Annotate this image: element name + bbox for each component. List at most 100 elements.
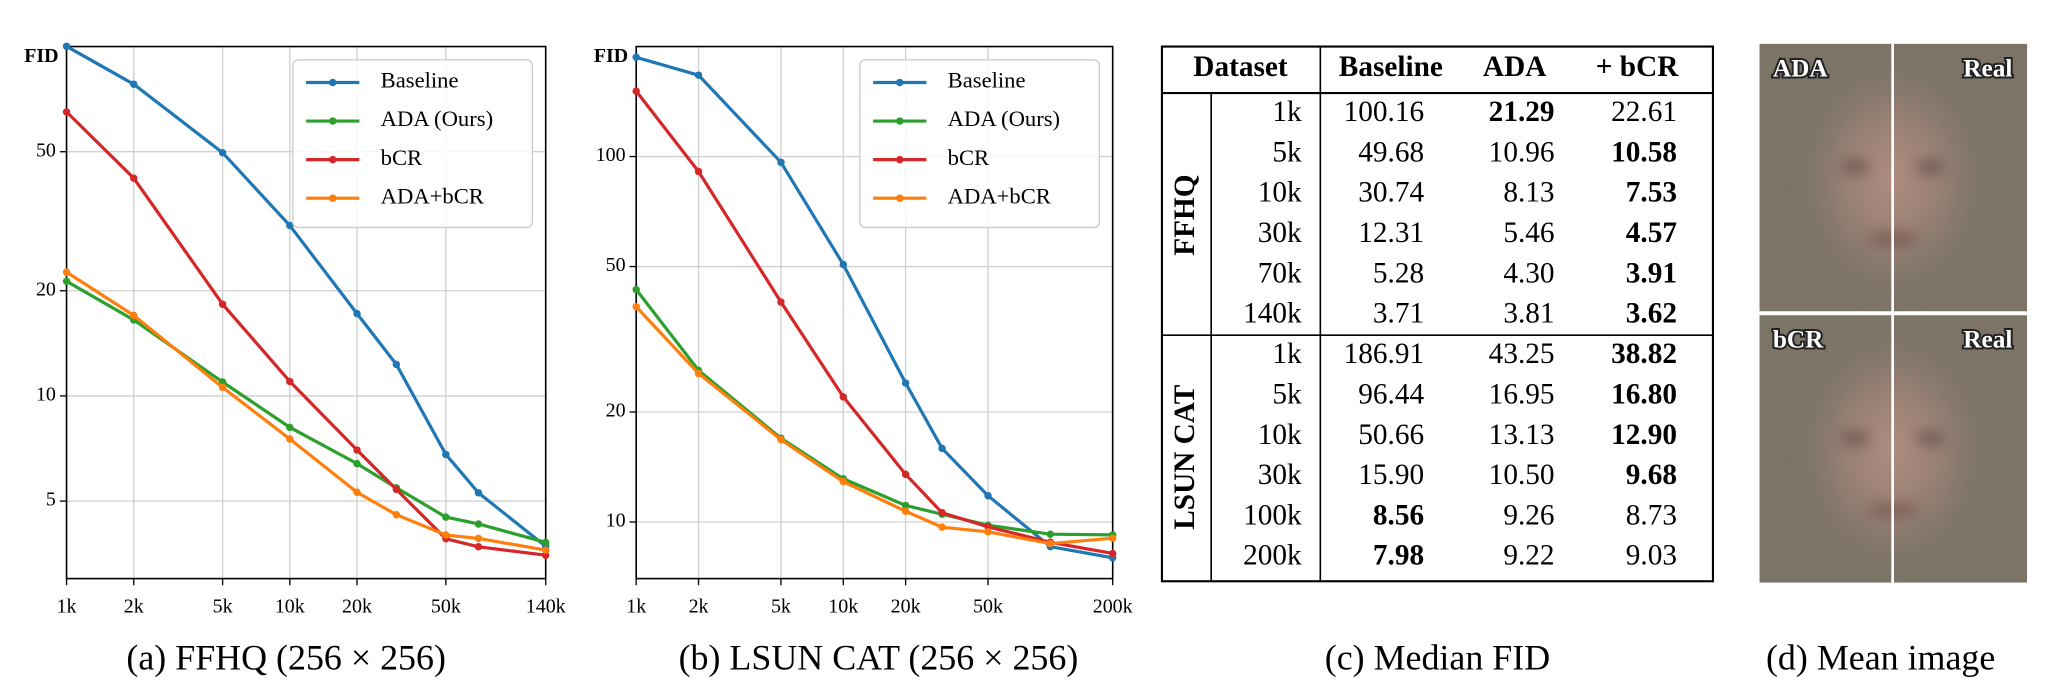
legend-label: ADA+bCR (948, 183, 1052, 208)
series-line (65, 270, 546, 552)
data-point (541, 546, 550, 554)
data-point (938, 509, 946, 517)
face-eye (1840, 160, 1871, 174)
legend-marker (329, 117, 337, 125)
y-axis-label: FID (24, 45, 58, 67)
table-cell: 100.16 (1344, 96, 1425, 128)
data-point (286, 221, 294, 230)
legend-label: ADA (Ours) (948, 106, 1060, 131)
data-point (901, 501, 910, 510)
table-cell: 10.50 (1489, 459, 1555, 491)
legend-box (292, 59, 534, 229)
legend-marker (896, 117, 904, 125)
y-tick-label: 20 (36, 278, 56, 300)
table-cell: 3.71 (1373, 298, 1424, 330)
table-cell: 5.46 (1503, 217, 1554, 249)
table-cell: 15.90 (1358, 459, 1424, 491)
table-cell: 38.82 (1611, 338, 1677, 370)
table-cell: 16.80 (1611, 378, 1677, 410)
data-point (541, 538, 550, 547)
x-tick-label: 200k (1093, 595, 1133, 617)
table-cell: 12.31 (1358, 217, 1424, 249)
data-point (62, 42, 71, 51)
data-point (777, 298, 785, 306)
data-point (694, 167, 703, 176)
x-tick-label: 1k (57, 595, 77, 617)
table-frame (1160, 45, 1715, 583)
dataset-size: 140k (1243, 298, 1302, 330)
table-cell: 8.56 (1373, 499, 1424, 531)
y-tick-label: 20 (606, 400, 626, 422)
data-point (938, 523, 946, 531)
face-eye (1840, 431, 1871, 445)
data-point (286, 423, 294, 432)
table-cell: 9.03 (1626, 540, 1677, 572)
x-tick-label: 2k (689, 595, 709, 617)
y-tick-label: 50 (36, 139, 56, 161)
table-cell: 10.58 (1611, 136, 1677, 168)
table-cell: 21.29 (1489, 96, 1555, 128)
data-point (442, 531, 450, 539)
plot-frame (65, 45, 547, 580)
data-point (62, 268, 71, 276)
dataset-size: 30k (1258, 217, 1302, 249)
table-cell: 8.13 (1503, 177, 1554, 209)
table-header: + bCR (1596, 51, 1679, 83)
table-cell: 9.26 (1503, 499, 1554, 531)
x-tick-label: 10k (828, 595, 858, 617)
data-point (353, 446, 361, 454)
legend-label: ADA+bCR (381, 183, 485, 208)
data-point (218, 383, 227, 392)
data-point (839, 477, 848, 486)
x-tick-label: 20k (342, 595, 372, 617)
data-point (777, 158, 785, 167)
data-point (353, 488, 361, 496)
caption: (a) FFHQ (256 × 256) (126, 637, 446, 677)
image-label: Real (1963, 326, 2012, 354)
dataset-size: 1k (1272, 338, 1302, 370)
table-cell: 9.68 (1626, 459, 1677, 491)
table-cell: 49.68 (1358, 136, 1424, 168)
data-point (286, 435, 294, 443)
plot-frame (635, 45, 1114, 580)
table-cell: 8.73 (1626, 499, 1677, 531)
table-cell: 3.81 (1503, 298, 1554, 330)
data-point (839, 260, 848, 269)
data-point (286, 377, 294, 386)
data-point (632, 285, 640, 294)
data-point (632, 53, 640, 62)
caption: (b) LSUN CAT (256 × 256) (679, 637, 1079, 677)
data-point (839, 393, 848, 401)
dataset-size: 10k (1258, 177, 1302, 209)
table-cell: 3.91 (1626, 257, 1677, 289)
data-point (984, 528, 992, 536)
data-point (901, 470, 910, 479)
x-tick-label: 1k (626, 595, 646, 617)
legend-label: Baseline (948, 68, 1026, 93)
legend-label: bCR (381, 145, 423, 170)
data-point (694, 369, 703, 378)
data-point (1046, 539, 1055, 548)
table-cell: 50.66 (1358, 419, 1424, 451)
x-tick-label: 5k (213, 595, 233, 617)
data-point (632, 87, 640, 95)
data-point (1108, 534, 1117, 542)
legend-marker (896, 194, 904, 202)
table-header: Baseline (1339, 51, 1443, 83)
series-line (635, 305, 1113, 546)
data-point (218, 148, 227, 157)
table-cell: 3.62 (1626, 298, 1677, 330)
dataset-size: 70k (1258, 257, 1302, 289)
dataset-size: 5k (1272, 378, 1302, 410)
y-tick-label: 10 (606, 510, 626, 532)
legend-box (859, 59, 1101, 229)
y-axis-label: FID (594, 45, 628, 67)
y-tick-label: 100 (596, 144, 626, 166)
table-cell: 7.53 (1626, 177, 1677, 209)
data-point (62, 277, 71, 285)
legend-label: Baseline (381, 68, 459, 93)
data-point (541, 551, 550, 559)
data-point (938, 444, 946, 453)
data-point (392, 485, 401, 494)
